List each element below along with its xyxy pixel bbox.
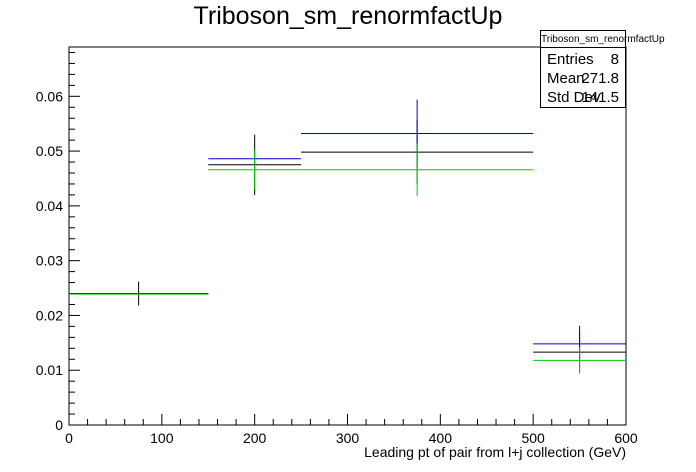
y-tick-label: 0.04 (36, 198, 63, 214)
data-marks (69, 99, 626, 374)
x-axis-label: Leading pt of pair from l+j collection (… (364, 444, 626, 460)
stats-label: Entries (547, 51, 594, 68)
stats-label: Mean (547, 70, 585, 87)
stats-value: 141.5 (581, 89, 619, 106)
stats-box-title: Triboson_sm_renormfactUp (541, 31, 665, 48)
stats-row-mean: Mean 271.8 (547, 69, 619, 88)
y-tick-label: 0.02 (36, 307, 63, 323)
x-tick-label: 0 (65, 430, 73, 446)
stats-row-stddev: Std Dev 141.5 (547, 88, 619, 107)
x-tick-label: 300 (336, 430, 360, 446)
y-tick-label: 0.03 (36, 253, 63, 269)
x-tick-label: 600 (614, 430, 638, 446)
chart-title: Triboson_sm_renormfactUp (193, 2, 503, 30)
y-tick-label: 0.06 (36, 88, 63, 104)
x-tick-label: 500 (521, 430, 545, 446)
stats-value: 8 (610, 51, 619, 68)
axis-ticks: 0 100 200 300 400 500 600 0 0.01 0.02 0.03 0.04 0.05… (36, 51, 638, 446)
y-tick-label: 0.05 (36, 143, 63, 159)
stats-row-entries: Entries 8 (547, 50, 619, 69)
y-tick-label: 0.01 (36, 362, 63, 378)
x-tick-label: 200 (243, 430, 267, 446)
stats-box: Triboson_sm_renormfactUp Entries 8 Mean … (540, 30, 665, 108)
stats-label: Std Dev (547, 89, 601, 106)
x-tick-label: 400 (429, 430, 453, 446)
x-tick-label: 100 (150, 430, 174, 446)
y-tick-label: 0 (55, 417, 63, 433)
stats-value: 271.8 (581, 70, 619, 87)
